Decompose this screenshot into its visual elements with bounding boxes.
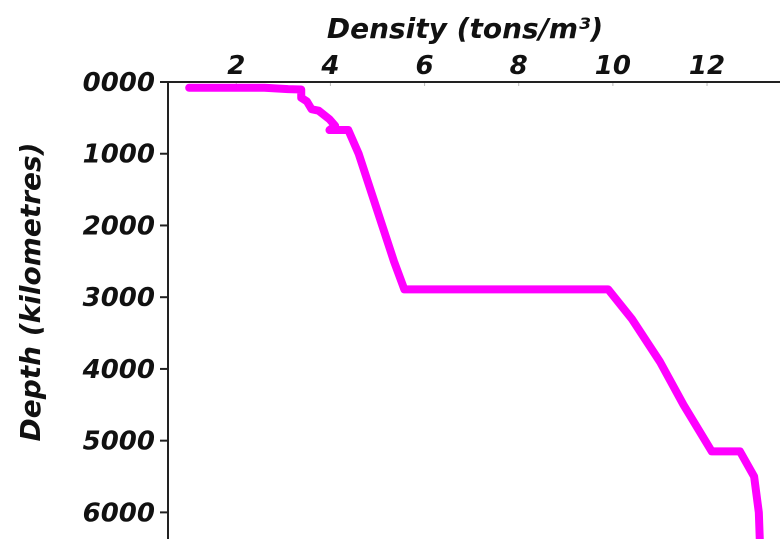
x-tick-label: 2 [227, 51, 245, 81]
y-tick-label: 0000 [83, 68, 155, 98]
y-tick-label: 4000 [82, 355, 155, 385]
y-tick-label: 3000 [83, 283, 155, 313]
x-tick-label: 6 [416, 51, 434, 81]
x-tick-label: 4 [320, 51, 339, 81]
x-ticks: 2 4 6 8 10 12 [227, 51, 725, 86]
density-profile-line [185, 83, 764, 539]
y-tick-label: 6000 [83, 498, 155, 528]
x-tick-label: 10 [595, 51, 631, 81]
x-axis-title: Density (tons/m³) [327, 12, 603, 45]
y-tick-label: 1000 [83, 140, 155, 170]
y-axis-title: Depth (kilometres) [14, 142, 47, 441]
y-tick-label: 5000 [83, 427, 155, 457]
x-tick-label: 12 [689, 51, 725, 81]
series [185, 83, 764, 539]
axes [167, 81, 780, 539]
y-tick-label: 2000 [83, 211, 155, 241]
x-tick-label: 8 [510, 51, 528, 81]
y-ticks: 0000 1000 2000 3000 4000 5000 6000 [82, 68, 168, 528]
